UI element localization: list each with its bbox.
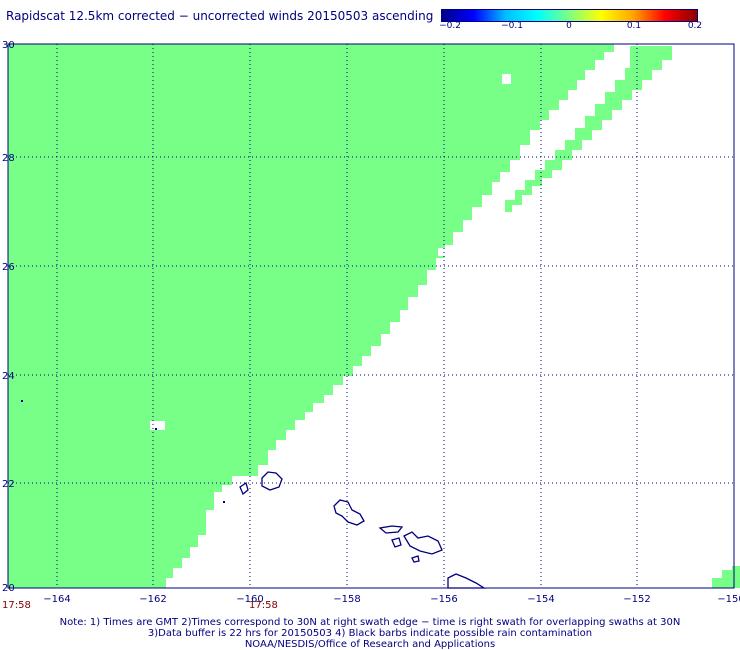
notes-line-3: NOAA/NESDIS/Office of Research and Appli… [244,639,496,650]
swath-time-left: 17:58 [2,600,31,611]
coastline [239,471,487,589]
data-gap [438,248,446,256]
data-gap [150,421,165,430]
colorbar-tick: 0.2 [687,21,703,31]
lon-label: −158 [333,594,360,605]
color-scale-ticks: −0.2 −0.1 0 0.1 0.2 [439,21,702,35]
lon-label: −156 [430,594,457,605]
colorbar-tick: −0.1 [501,21,523,31]
marker-dot [21,400,23,402]
lat-label: 20 [2,583,15,594]
lon-label: −160 [236,594,263,605]
island-maui [403,531,443,555]
island-kauai [261,471,283,491]
marker-dot [155,428,157,430]
marker-dot [223,501,225,503]
colorbar-tick: 0.1 [626,21,642,31]
lat-label: 28 [2,153,15,164]
swath-time-center: 17:58 [249,600,278,611]
lat-label: 24 [2,371,15,382]
lon-label: −162 [139,594,166,605]
data-gap [502,74,511,84]
island-niihau [239,481,249,496]
colorbar-tick: 0 [566,21,572,31]
lon-label: −164 [43,594,70,605]
swath-coverage [8,44,614,588]
swath-coverage [712,566,740,588]
color-scale-bar [441,9,698,22]
lat-label: 30 [2,40,15,51]
island-kahoolawe [411,555,420,563]
island-molokai [378,525,404,534]
graticule [8,44,734,588]
notes-line-1: Note: 1) Times are GMT 2)Times correspon… [59,617,681,628]
lon-label: −152 [623,594,650,605]
map-frame [7,43,735,589]
lat-label: 22 [2,479,15,490]
lat-label: 26 [2,262,15,273]
lon-label: −154 [527,594,554,605]
island-oahu [333,499,365,526]
lat-labels: 30 28 26 24 22 20 [2,40,15,594]
island-lanai [391,537,402,548]
colorbar-tick: −0.2 [439,21,461,31]
swath-coverage [505,46,672,212]
map-title: Rapidscat 12.5km corrected − uncorrected… [6,9,434,23]
small-markers [21,400,225,503]
lon-label: −150 [717,594,740,605]
lon-labels: −164 −162 −160 −158 −156 −154 −152 −150 [43,594,740,605]
island-hawaii [447,573,487,589]
notes-line-2: 3)Data buffer is 22 hrs for 20150503 4) … [147,628,593,639]
